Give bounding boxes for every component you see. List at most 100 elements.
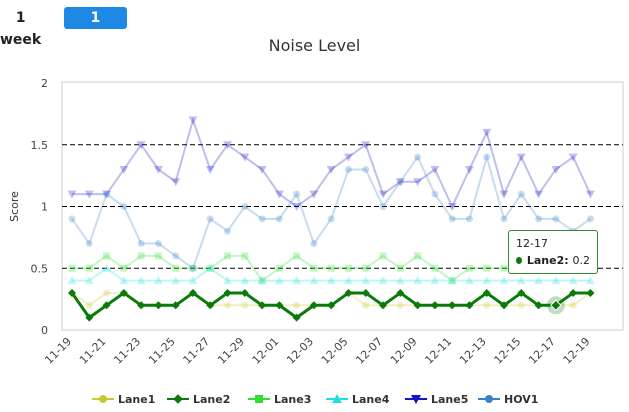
data-point[interactable] bbox=[326, 276, 336, 285]
data-point[interactable] bbox=[448, 277, 456, 285]
data-point[interactable] bbox=[585, 190, 595, 199]
legend-item-hov1[interactable]: HOV1 bbox=[478, 391, 538, 407]
data-point[interactable] bbox=[85, 313, 94, 322]
data-point[interactable] bbox=[586, 215, 594, 223]
data-point[interactable] bbox=[309, 276, 319, 285]
data-point[interactable] bbox=[327, 264, 335, 272]
data-point[interactable] bbox=[396, 264, 404, 272]
data-point[interactable] bbox=[552, 215, 560, 223]
data-point[interactable] bbox=[413, 276, 423, 285]
data-point[interactable] bbox=[310, 240, 318, 248]
data-point[interactable] bbox=[171, 301, 180, 310]
data-point[interactable] bbox=[569, 288, 578, 297]
data-point[interactable] bbox=[499, 190, 509, 199]
data-point[interactable] bbox=[516, 276, 526, 285]
data-point[interactable] bbox=[499, 276, 509, 285]
data-point[interactable] bbox=[500, 264, 508, 272]
data-point[interactable] bbox=[586, 288, 595, 297]
data-point[interactable] bbox=[361, 276, 371, 285]
data-point[interactable] bbox=[517, 190, 525, 198]
data-point[interactable] bbox=[241, 301, 249, 309]
data-point[interactable] bbox=[292, 203, 302, 211]
data-point[interactable] bbox=[483, 153, 491, 161]
data-point[interactable] bbox=[517, 288, 526, 297]
data-point[interactable] bbox=[154, 240, 162, 248]
data-point[interactable] bbox=[205, 165, 215, 174]
data-point[interactable] bbox=[395, 178, 405, 187]
data-point[interactable] bbox=[361, 141, 371, 150]
data-point[interactable] bbox=[137, 240, 145, 248]
legend-item-lane5[interactable]: Lane5 bbox=[405, 391, 468, 407]
data-point[interactable] bbox=[431, 190, 439, 198]
data-point[interactable] bbox=[327, 301, 336, 310]
data-point[interactable] bbox=[240, 276, 250, 285]
data-point[interactable] bbox=[119, 165, 129, 174]
data-point[interactable] bbox=[465, 215, 473, 223]
data-point[interactable] bbox=[257, 276, 267, 285]
data-point[interactable] bbox=[362, 264, 370, 272]
data-point[interactable] bbox=[275, 215, 283, 223]
data-point[interactable] bbox=[413, 178, 423, 187]
data-point[interactable] bbox=[275, 264, 283, 272]
data-point[interactable] bbox=[257, 165, 267, 174]
legend-item-lane4[interactable]: Lane4 bbox=[326, 391, 389, 407]
data-point[interactable] bbox=[206, 301, 215, 310]
data-point[interactable] bbox=[68, 215, 76, 223]
data-point[interactable] bbox=[84, 276, 94, 285]
data-point[interactable] bbox=[224, 227, 232, 235]
data-point[interactable] bbox=[240, 153, 250, 162]
data-point[interactable] bbox=[102, 190, 112, 199]
data-point[interactable] bbox=[534, 301, 543, 310]
data-point[interactable] bbox=[67, 276, 77, 285]
data-point[interactable] bbox=[534, 276, 544, 285]
legend-item-lane1[interactable]: Lane1 bbox=[92, 391, 155, 407]
data-point[interactable] bbox=[568, 276, 578, 285]
data-point[interactable] bbox=[136, 141, 146, 150]
data-point[interactable] bbox=[568, 153, 578, 162]
data-point[interactable] bbox=[224, 252, 232, 260]
data-point[interactable] bbox=[274, 190, 284, 199]
data-point[interactable] bbox=[361, 288, 370, 297]
data-point[interactable] bbox=[344, 264, 352, 272]
data-point[interactable] bbox=[206, 215, 214, 223]
data-point[interactable] bbox=[430, 301, 439, 310]
data-point[interactable] bbox=[396, 178, 404, 186]
data-point[interactable] bbox=[430, 276, 440, 285]
hovered-data-point[interactable] bbox=[550, 299, 562, 312]
data-point[interactable] bbox=[447, 203, 457, 211]
data-point[interactable] bbox=[292, 276, 302, 285]
data-point[interactable] bbox=[189, 264, 197, 272]
data-point[interactable] bbox=[327, 215, 335, 223]
data-point[interactable] bbox=[344, 288, 353, 297]
data-point[interactable] bbox=[137, 301, 146, 310]
data-point[interactable] bbox=[309, 190, 319, 199]
data-point[interactable] bbox=[309, 301, 318, 310]
data-point[interactable] bbox=[396, 288, 405, 297]
data-point[interactable] bbox=[585, 276, 595, 285]
data-point[interactable] bbox=[274, 276, 284, 285]
data-point[interactable] bbox=[223, 288, 232, 297]
data-point[interactable] bbox=[413, 301, 422, 310]
data-point[interactable] bbox=[258, 277, 266, 285]
data-point[interactable] bbox=[103, 252, 111, 260]
data-point[interactable] bbox=[465, 301, 474, 310]
data-point[interactable] bbox=[103, 289, 111, 297]
data-point[interactable] bbox=[430, 165, 440, 174]
data-point[interactable] bbox=[258, 215, 266, 223]
data-point[interactable] bbox=[414, 153, 422, 161]
data-point[interactable] bbox=[534, 190, 544, 199]
range-1-month-button[interactable]: 1 month bbox=[64, 7, 127, 48]
data-point[interactable] bbox=[448, 215, 456, 223]
data-point[interactable] bbox=[482, 128, 492, 137]
data-point[interactable] bbox=[378, 276, 388, 285]
data-point[interactable] bbox=[172, 264, 180, 272]
data-point[interactable] bbox=[136, 276, 146, 285]
data-point[interactable] bbox=[516, 153, 526, 162]
data-point[interactable] bbox=[206, 264, 214, 272]
data-point[interactable] bbox=[344, 165, 352, 173]
data-point[interactable] bbox=[172, 252, 180, 260]
data-point[interactable] bbox=[517, 301, 525, 309]
data-point[interactable] bbox=[464, 165, 474, 174]
data-point[interactable] bbox=[153, 276, 163, 285]
data-point[interactable] bbox=[240, 288, 249, 297]
